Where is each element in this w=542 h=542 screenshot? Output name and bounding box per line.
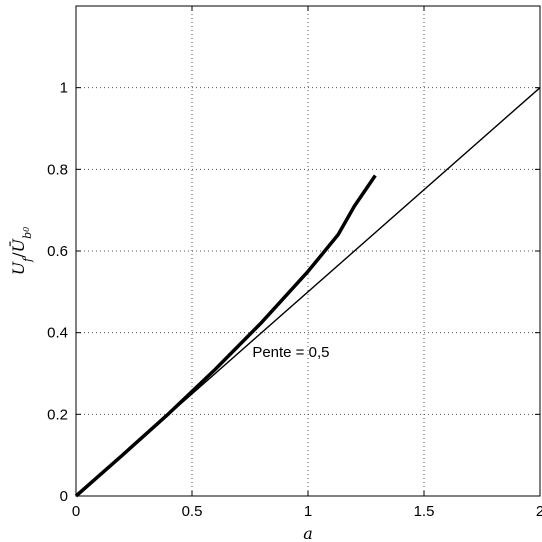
x-axis-label: a: [303, 524, 313, 542]
y-tick-label: 0.6: [47, 243, 68, 260]
y-axis-label: Uf/Ūb0: [8, 227, 34, 276]
x-tick-label: 0: [72, 503, 80, 520]
series-line-slope: [75, 87, 541, 497]
x-tick-label: 1.5: [414, 503, 435, 520]
x-tick-label: 1: [304, 503, 312, 520]
series-line-measured: [74, 174, 377, 498]
tick-labels: 0 0.5 1 1.5 2 0 0.2 0.4 0.6 0.8 1: [47, 80, 542, 520]
y-tick-label: 0.2: [47, 406, 68, 423]
y-tick-label: 0: [60, 488, 68, 505]
x-tick-label: 2: [536, 503, 542, 520]
y-tick-label: 0.4: [47, 325, 68, 342]
annotation-label: Pente = 0,5: [252, 344, 329, 361]
y-tick-label: 0.8: [47, 161, 68, 178]
tick-marks: [75, 6, 541, 497]
y-tick-label: 1: [60, 80, 68, 97]
annotations: Pente = 0,5: [252, 344, 329, 361]
grid-lines: [76, 6, 540, 496]
x-tick-label: 0.5: [182, 503, 203, 520]
series-lines: [74, 87, 541, 498]
